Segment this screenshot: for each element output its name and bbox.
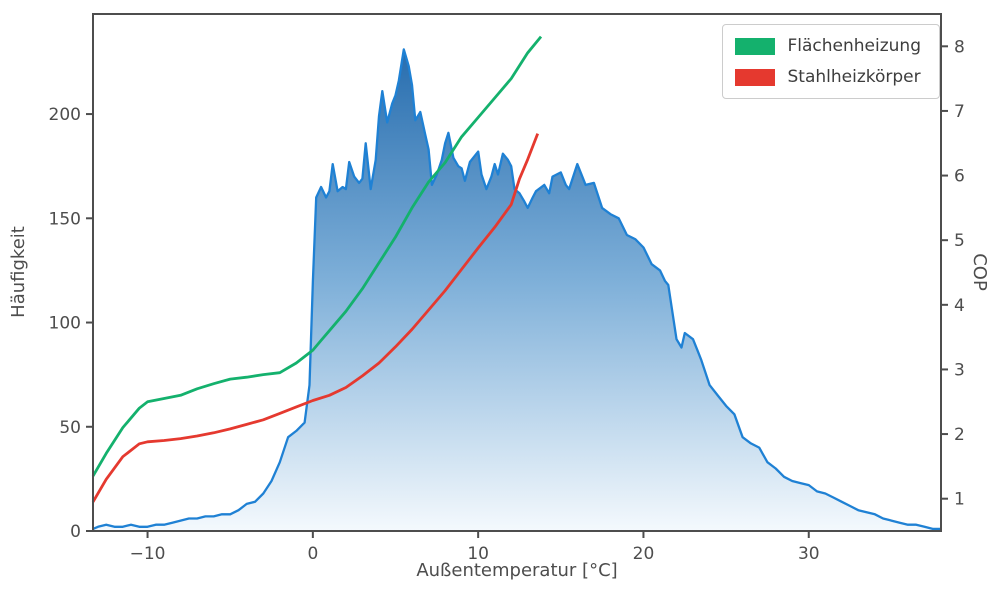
svg-text:4: 4 xyxy=(954,296,965,316)
legend-label-flaechenheizung: Flächenheizung xyxy=(787,36,922,56)
svg-text:2: 2 xyxy=(954,425,965,445)
axis-ticks: −10 0 10 20 30 0 50 100 150 200 1 2 3 4 5 6 7 8 xyxy=(49,37,965,564)
svg-text:0: 0 xyxy=(307,544,318,564)
plot-border xyxy=(92,13,942,532)
svg-text:−10: −10 xyxy=(130,544,166,564)
series-line-0 xyxy=(91,35,543,477)
plot-area: −10 0 10 20 30 0 50 100 150 200 1 2 3 4 5 6 7 8 xyxy=(49,13,965,564)
histogram-line xyxy=(92,48,941,531)
svg-text:50: 50 xyxy=(59,418,81,438)
svg-text:7: 7 xyxy=(954,102,965,122)
y-axis-label-left: Häufigkeit xyxy=(8,226,29,318)
legend-label-stahlheizkoerper: Stahlheizkörper xyxy=(787,67,921,87)
y-axis-label-right: COP xyxy=(969,253,990,291)
x-axis-label: Außentemperatur [°C] xyxy=(416,560,617,581)
legend-swatch-0 xyxy=(734,37,775,55)
svg-text:150: 150 xyxy=(49,209,81,229)
series-line-1 xyxy=(91,133,540,503)
legend-swatch-1 xyxy=(734,68,775,86)
histogram-area xyxy=(93,49,941,532)
svg-text:5: 5 xyxy=(954,231,965,251)
legend: Flächenheizung Stahlheizkörper xyxy=(721,24,940,99)
svg-text:0: 0 xyxy=(70,522,81,542)
svg-text:30: 30 xyxy=(798,544,820,564)
svg-text:10: 10 xyxy=(467,544,489,564)
svg-text:3: 3 xyxy=(954,360,965,380)
svg-text:6: 6 xyxy=(954,167,965,187)
svg-text:200: 200 xyxy=(49,105,81,125)
svg-text:1: 1 xyxy=(954,490,965,510)
svg-text:100: 100 xyxy=(49,314,81,334)
legend-item-flaechenheizung: Flächenheizung xyxy=(734,36,922,56)
svg-text:8: 8 xyxy=(954,37,965,57)
legend-item-stahlheizkoerper: Stahlheizkörper xyxy=(734,67,922,87)
svg-text:20: 20 xyxy=(633,544,655,564)
